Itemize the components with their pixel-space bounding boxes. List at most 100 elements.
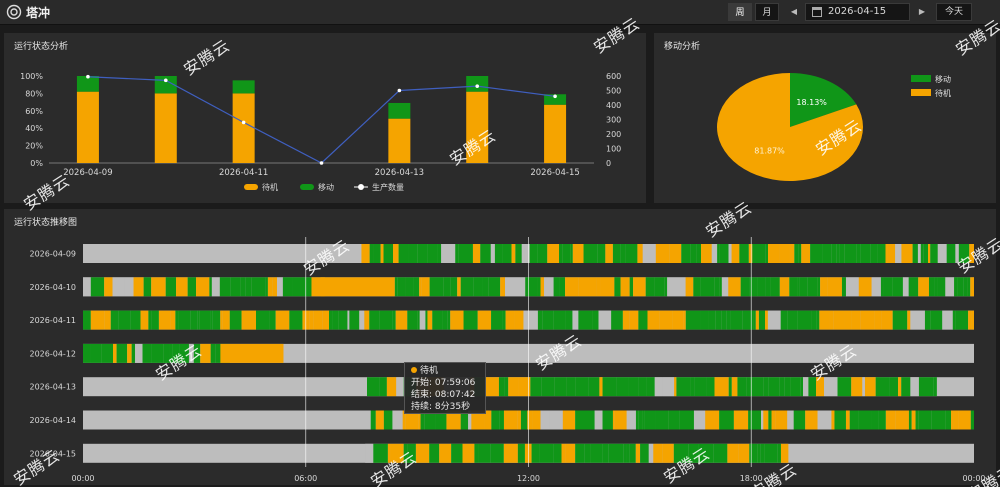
y2-axis-tick-label: 400: [606, 101, 621, 110]
page-title: 塔冲: [26, 6, 51, 20]
timeline-moving-segment: [871, 410, 879, 430]
timeline-moving-segment: [83, 310, 91, 330]
timeline-idle-segment: [711, 244, 718, 263]
timeline-moving-segment: [952, 310, 956, 330]
timeline-moving-segment: [800, 377, 804, 397]
timeline-standby-segment: [714, 377, 729, 397]
timeline-standby-segment: [672, 310, 684, 330]
timeline-standby-segment: [104, 277, 113, 297]
timeline-moving-segment: [690, 377, 695, 397]
timeline-moving-segment: [499, 410, 504, 430]
timeline-standby-segment: [591, 277, 597, 297]
timeline-standby-segment: [471, 410, 485, 430]
timeline-moving-segment: [664, 277, 668, 297]
timeline-row-label: 2026-04-09: [30, 250, 77, 259]
timeline-standby-segment: [851, 377, 863, 397]
timeline-moving-segment: [592, 310, 599, 330]
timeline-moving-segment: [490, 443, 504, 463]
timeline-standby-segment: [151, 277, 166, 297]
timeline-standby-segment: [267, 277, 273, 297]
timeline-moving-segment: [849, 410, 859, 430]
timeline-moving-segment: [373, 443, 388, 463]
timeline-standby-segment: [600, 277, 615, 297]
today-button[interactable]: 今天: [936, 3, 972, 21]
y-axis-tick-label: 60%: [25, 107, 43, 116]
timeline-idle-segment: [124, 277, 134, 297]
timeline-moving-segment: [780, 310, 788, 330]
timeline-moving-segment: [908, 277, 919, 297]
timeline-standby-segment: [170, 310, 176, 330]
timeline-idle-segment: [871, 277, 881, 297]
timeline-moving-segment: [700, 310, 709, 330]
timeline-moving-segment: [839, 244, 845, 263]
timeline-idle-segment: [211, 277, 220, 297]
timeline-standby-segment: [565, 443, 576, 463]
timeline-moving-segment: [349, 310, 360, 330]
date-picker[interactable]: 2026-04-15: [805, 3, 910, 21]
timeline-moving-segment: [219, 277, 231, 297]
timeline-moving-segment: [757, 443, 761, 463]
calendar-icon: [812, 7, 822, 17]
timeline-idle-segment: [787, 410, 794, 430]
timeline-standby-segment: [727, 443, 739, 463]
timeline-moving-segment: [480, 244, 491, 263]
timeline-moving-segment: [437, 244, 442, 263]
trend-title: 运行状态推移图: [14, 218, 78, 228]
timeline-moving-segment: [502, 310, 506, 330]
bar-moving: [232, 80, 255, 94]
timeline-moving-segment: [443, 277, 451, 297]
bar-moving: [466, 76, 489, 92]
timeline-moving-segment: [608, 443, 624, 463]
timeline-standby-segment: [113, 343, 117, 363]
timeline-x-tick-label: 12:00: [517, 474, 540, 483]
timeline-moving-segment: [937, 277, 946, 297]
timeline-moving-segment: [210, 310, 213, 330]
timeline-standby-segment: [768, 244, 780, 263]
timeline-tooltip: 待机 开始: 07:59:06 结束: 08:07:42 持续: 8分35秒: [404, 362, 486, 414]
timeline-standby-segment: [140, 310, 149, 330]
timeline-standby-segment: [562, 410, 576, 430]
prev-date-button[interactable]: ◀: [790, 7, 798, 16]
timeline-moving-segment: [928, 277, 932, 297]
timeline-standby-segment: [820, 277, 828, 297]
month-button[interactable]: 月: [755, 3, 779, 21]
timeline-idle-segment: [917, 244, 921, 263]
production-point: [86, 74, 90, 79]
timeline-moving-segment: [131, 343, 136, 363]
pie-data-label: 81.87%: [754, 147, 785, 156]
timeline-moving-segment: [447, 310, 451, 330]
timeline-moving-segment: [834, 410, 846, 430]
timeline-standby-segment: [158, 310, 171, 330]
timeline-idle-segment: [895, 244, 902, 263]
timeline-moving-segment: [628, 377, 639, 397]
timeline-moving-segment: [491, 310, 503, 330]
timeline-idle-segment: [654, 377, 663, 397]
timeline-moving-segment: [753, 310, 756, 330]
timeline-standby-segment: [419, 277, 422, 297]
timeline-idle-segment: [490, 244, 495, 263]
week-button[interactable]: 周: [728, 3, 752, 21]
timeline-idle-segment: [135, 343, 143, 363]
timeline-moving-segment: [424, 410, 436, 430]
timeline-moving-segment: [488, 277, 501, 297]
timeline-moving-segment: [494, 244, 503, 263]
timeline-moving-segment: [530, 377, 542, 397]
y2-axis-tick-label: 500: [606, 87, 621, 96]
timeline-x-tick-label: 18:00: [740, 474, 763, 483]
timeline-standby-segment: [380, 244, 384, 263]
timeline-idle-segment: [667, 277, 674, 297]
timeline-moving-segment: [435, 410, 447, 430]
next-date-button[interactable]: ▶: [918, 7, 926, 16]
timeline-moving-segment: [878, 410, 886, 430]
timeline-moving-segment: [638, 410, 643, 430]
timeline-standby-segment: [771, 410, 776, 430]
timeline-moving-segment: [719, 244, 729, 263]
timeline-moving-segment: [920, 244, 924, 263]
timeline-moving-segment: [958, 244, 970, 263]
timeline-standby-segment: [845, 410, 850, 430]
timeline-moving-segment: [960, 277, 964, 297]
timeline-standby-segment: [970, 277, 974, 297]
timeline-moving-segment: [777, 443, 781, 463]
timeline-moving-segment: [811, 310, 817, 330]
timeline-standby-segment: [361, 244, 370, 263]
